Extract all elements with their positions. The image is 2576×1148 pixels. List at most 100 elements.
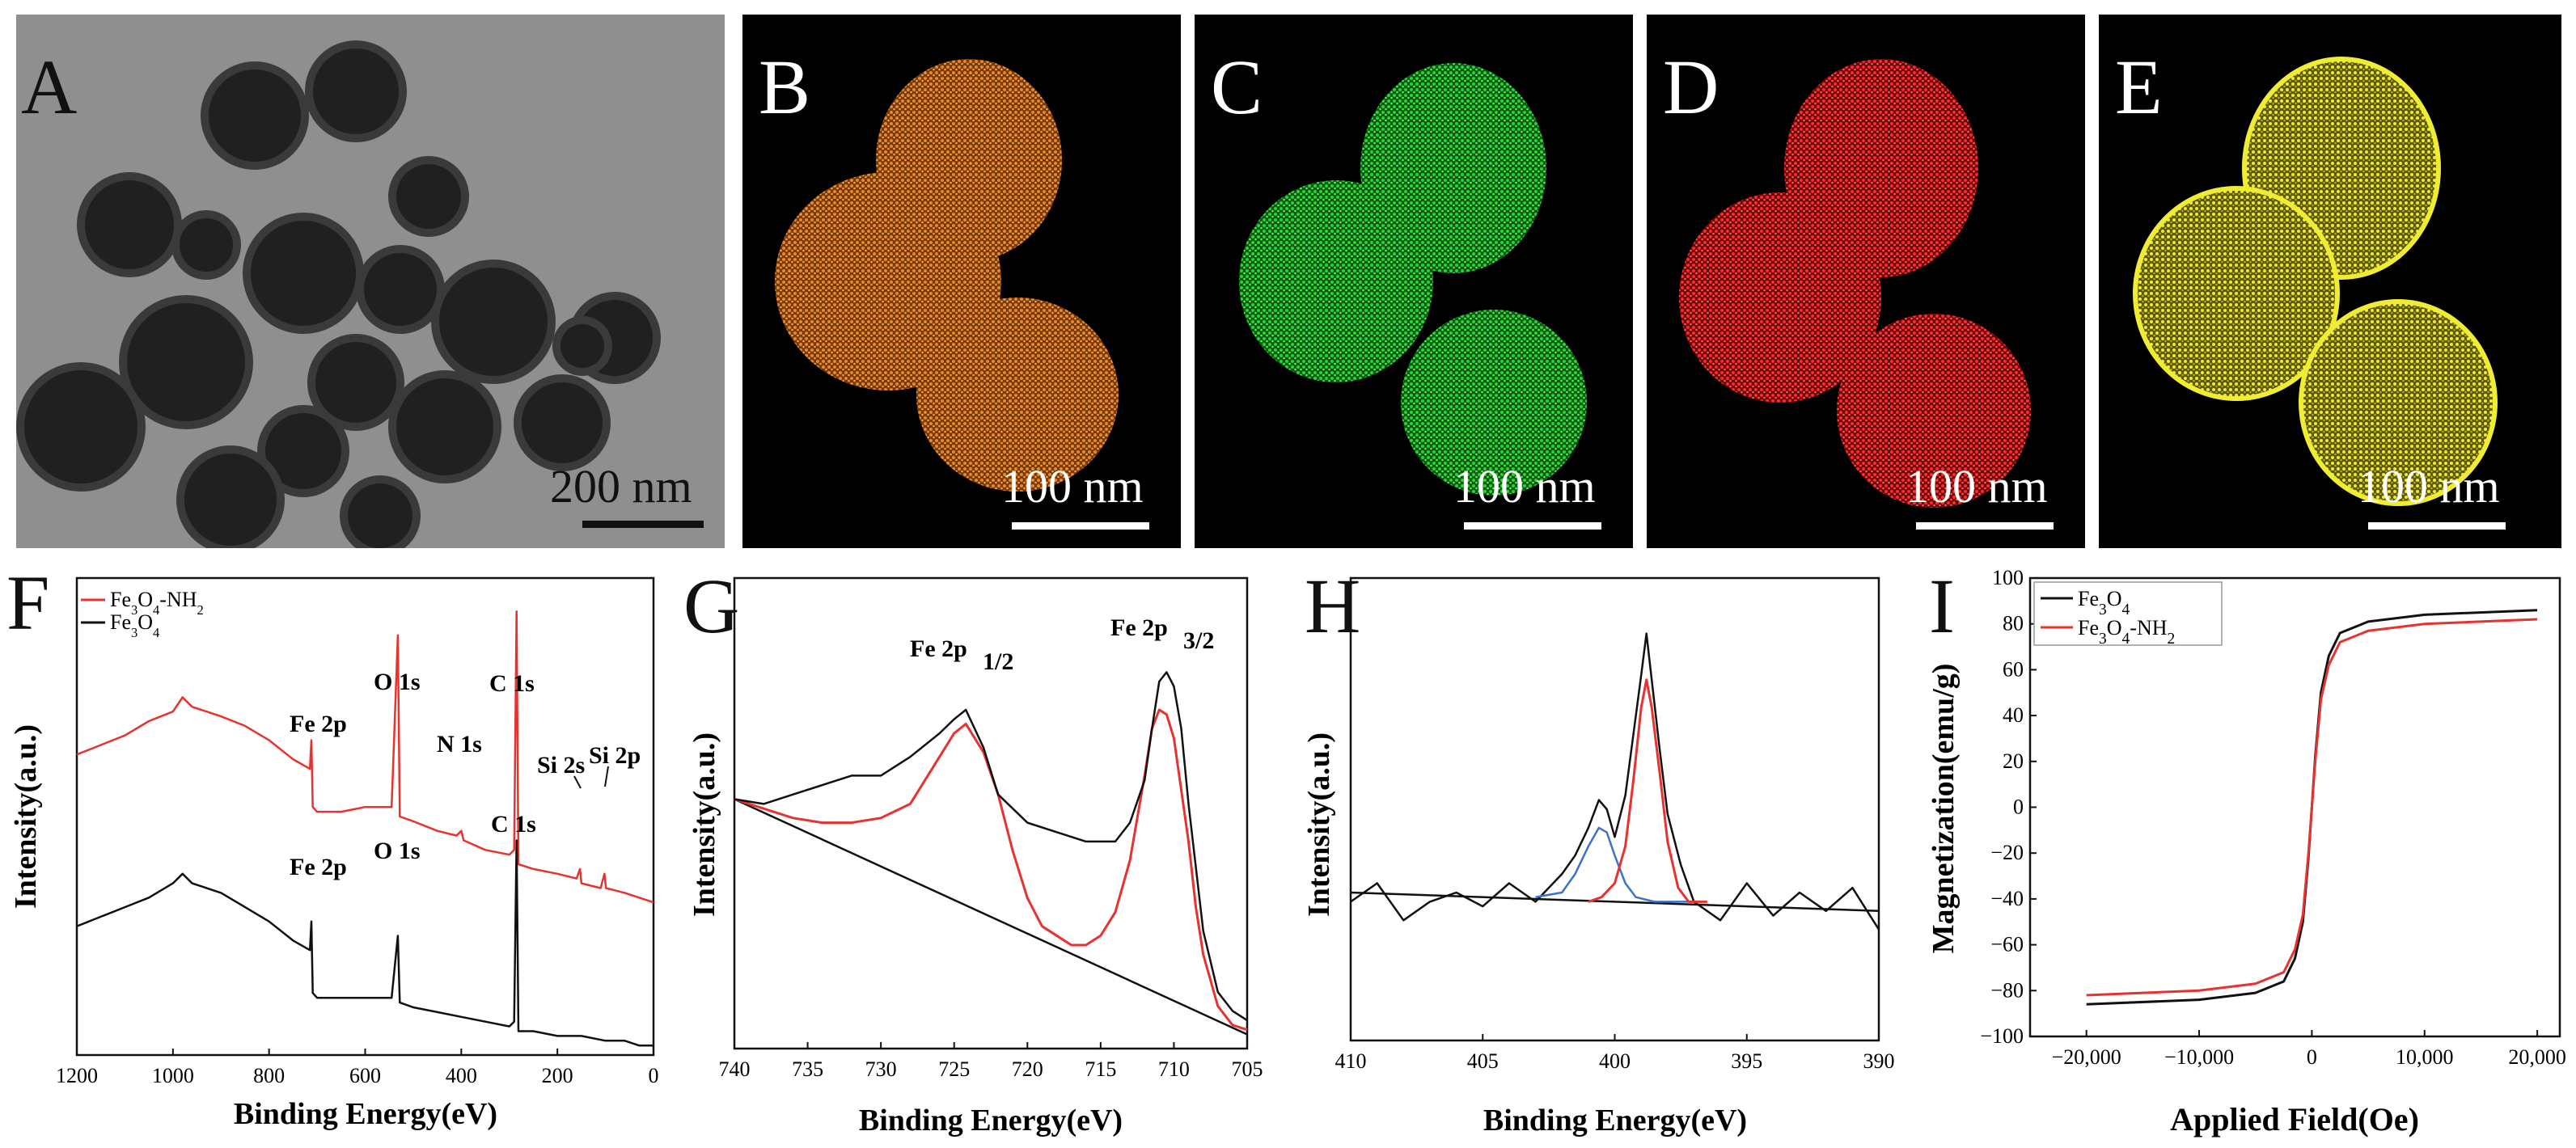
x-axis-tick-label: 735	[792, 1057, 823, 1081]
x-axis-tick-label: 0	[649, 1064, 659, 1087]
chart-h: 410 405 400 395 390 Binding Energy(eV) Intensi…	[1302, 576, 1895, 1137]
panel-a-tem-image: A 200 nm	[16, 15, 725, 548]
panel-label-d: D	[1663, 44, 1719, 130]
legend-label-fe3o4-nh2: Fe3O4-NH2	[110, 588, 204, 618]
chart-g: 740 735 730 725 720 715 710 705 Binding Energy(e…	[687, 576, 1263, 1137]
chart-i-container: −100 −80 −60 −40 −20 0 20 40 60 80 100 −20,000 −10,0…	[1921, 558, 2574, 1144]
scale-bar-e	[2368, 522, 2506, 530]
panel-label-e: E	[2115, 44, 2163, 130]
chart-f-container: 1200 1000 800 600 400 200 0 Binding Energy(eV) I…	[0, 558, 679, 1144]
panel-label-a: A	[21, 44, 78, 130]
plot-frame	[733, 576, 1249, 1050]
y-axis-title: Intensity(a.u.)	[9, 724, 43, 909]
element-map-c	[1239, 63, 1587, 496]
peak-label-fe2p12: Fe 2p	[910, 635, 967, 662]
chart-g-container: 740 735 730 725 720 715 710 705 Binding Energy(e…	[683, 558, 1298, 1144]
y-axis-tick-label: −80	[1990, 978, 2024, 1002]
raw-spectrum-line	[1350, 632, 1880, 931]
peak-annotation: Fe 2p	[290, 854, 347, 880]
x-axis-tick-label: 715	[1085, 1057, 1116, 1081]
x-axis-tick-label: 400	[1599, 1049, 1631, 1073]
element-map-e	[2133, 57, 2498, 506]
fit-peak-red-line	[1588, 678, 1707, 903]
series-fe3o4-line	[76, 839, 654, 1047]
peak-label-fe2p32: Fe 2p	[1110, 614, 1168, 641]
x-axis-tick-label: 200	[542, 1064, 573, 1087]
y-axis-tick-label: 40	[2003, 703, 2024, 727]
scale-bar-label-e: 100 nm	[2358, 460, 2500, 513]
scale-bar-d	[1916, 522, 2054, 530]
x-axis-tick-label: 1000	[152, 1064, 194, 1087]
x-axis-title: Applied Field(Oe)	[2170, 1101, 2419, 1137]
x-axis-tick-label: 725	[938, 1057, 970, 1081]
x-axis-tick-label: 405	[1467, 1049, 1499, 1073]
scale-bar-c	[1464, 522, 1601, 530]
plot-frame	[1349, 576, 1880, 1042]
y-axis-title: Intensity(a.u.)	[1302, 732, 1336, 917]
legend-label-fe3o4-nh2: Fe3O4-NH2	[2078, 616, 2175, 648]
legend-box	[2033, 581, 2223, 646]
scale-bar-b	[1012, 522, 1149, 530]
y-axis-title: Intensity(a.u.)	[687, 732, 721, 917]
peak-label-fe2p32-sub: 3/2	[1183, 627, 1214, 654]
chart-f: 1200 1000 800 600 400 200 0 Binding Energy(eV) I…	[9, 576, 659, 1131]
nanoparticle-clusters	[16, 40, 661, 548]
y-axis-tick-label: 0	[2013, 796, 2024, 819]
y-axis-title: Magnetization(emu/g)	[1927, 664, 1961, 954]
y-axis-tick-label: −60	[1990, 933, 2024, 956]
x-axis-tick-label: 20,000	[2508, 1045, 2566, 1069]
y-axis-tick-label: 60	[2003, 657, 2024, 681]
chart-h-container: 410 405 400 395 390 Binding Energy(eV) Intensi…	[1298, 558, 1921, 1144]
panel-d-eds-map: D 100 nm	[1647, 15, 2085, 548]
peak-label-fe2p12-sub: 1/2	[983, 648, 1013, 675]
x-axis-title: Binding Energy(eV)	[859, 1104, 1123, 1137]
y-axis-tick-label: 20	[2003, 749, 2024, 773]
peak-annotation: C 1s	[489, 670, 535, 697]
x-axis-tick-label: 710	[1158, 1057, 1190, 1081]
y-axis-tick-label: 80	[2003, 612, 2024, 635]
baseline-line	[734, 798, 1248, 1036]
x-axis-tick-label: −10,000	[2164, 1045, 2234, 1069]
y-axis-tick-label: 100	[1992, 566, 2024, 589]
scale-bar-label-a: 200 nm	[550, 460, 692, 513]
panel-label-h: H	[1305, 563, 1361, 649]
x-axis-tick-label: 740	[719, 1057, 751, 1081]
x-axis-tick-label: 1200	[56, 1064, 98, 1087]
legend-label-fe3o4: Fe3O4	[110, 610, 159, 640]
x-axis-tick-label: 400	[446, 1064, 477, 1087]
x-axis-tick-label: 410	[1335, 1049, 1367, 1073]
x-axis-tick-label: 390	[1863, 1049, 1895, 1073]
x-axis-tick-label: 705	[1232, 1057, 1263, 1081]
si2s-arrow	[573, 775, 582, 789]
panel-b-eds-map: B 100 nm	[742, 15, 1181, 548]
element-map-b	[775, 59, 1119, 492]
scale-bar-label-c: 100 nm	[1453, 460, 1596, 513]
plot-frame	[2028, 576, 2561, 1038]
raw-spectrum-line	[734, 671, 1248, 1022]
x-axis-tick-label: 730	[865, 1057, 897, 1081]
fit-line	[734, 708, 1248, 1032]
x-axis-title: Binding Energy(eV)	[1483, 1104, 1747, 1137]
panel-label-i: I	[1929, 563, 1955, 649]
scale-bar-a	[582, 521, 704, 528]
baseline-line	[1350, 891, 1880, 913]
plot-frame	[75, 576, 655, 1057]
panel-c-eds-map: C 100 nm	[1195, 15, 1633, 548]
x-axis-tick-label: 0	[2307, 1045, 2317, 1069]
x-axis-tick-label: 800	[253, 1064, 285, 1087]
panel-label-b: B	[759, 44, 811, 130]
x-axis-title: Binding Energy(eV)	[234, 1097, 497, 1131]
x-axis-tick-label: 600	[349, 1064, 381, 1087]
panel-label-f: F	[6, 559, 50, 646]
peak-annotation: O 1s	[374, 838, 421, 864]
panel-label-c: C	[1211, 44, 1263, 130]
x-axis-tick-label: 10,000	[2396, 1045, 2454, 1069]
fit-peak-blue-line	[1535, 826, 1694, 903]
chart-i: −100 −80 −60 −40 −20 0 20 40 60 80 100 −20,000 −10,0…	[1927, 566, 2566, 1137]
element-map-d	[1679, 59, 2031, 508]
y-axis-tick-label: −40	[1990, 887, 2024, 910]
peak-annotation: Si 2s	[537, 752, 585, 779]
y-axis-tick-label: −100	[1980, 1024, 2024, 1048]
y-axis-tick-label: −20	[1990, 841, 2024, 864]
series-fe3o4-nh2-line	[2086, 618, 2538, 997]
